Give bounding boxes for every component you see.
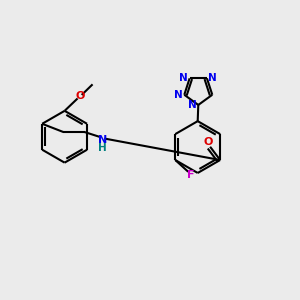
Text: N: N bbox=[208, 73, 217, 83]
Text: O: O bbox=[75, 91, 85, 101]
Text: F: F bbox=[187, 170, 194, 180]
Text: N: N bbox=[188, 100, 197, 110]
Text: N: N bbox=[179, 73, 188, 83]
Text: H: H bbox=[98, 143, 106, 153]
Text: N: N bbox=[98, 135, 107, 145]
Text: N: N bbox=[174, 90, 183, 100]
Text: O: O bbox=[203, 137, 212, 147]
